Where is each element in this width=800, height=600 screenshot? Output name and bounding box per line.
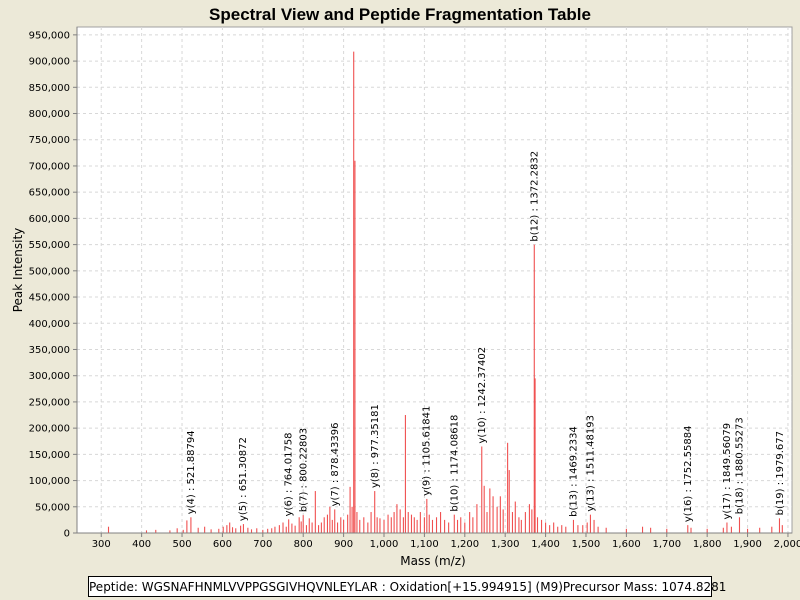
x-tick-label: 700 <box>253 539 272 550</box>
chart-title: Spectral View and Peptide Fragmentation … <box>209 5 591 24</box>
peak-annotation-label: b(18) : 1880.55273 <box>735 417 746 514</box>
plot-area <box>76 26 793 534</box>
y-tick-label: 550,000 <box>29 240 70 251</box>
peak-annotation-label: b(19) : 1979.677 <box>775 431 786 515</box>
x-tick-label: 1,700 <box>652 539 681 550</box>
peak-annotation-label: y(6) : 764.01758 <box>284 432 295 516</box>
x-tick-label: 1,600 <box>612 539 641 550</box>
x-axis-label: Mass (m/z) <box>400 554 465 568</box>
peak-annotation-label: b(10) : 1174.08618 <box>449 415 460 512</box>
x-tick-label: 600 <box>213 539 232 550</box>
grid <box>77 27 792 534</box>
y-tick-label: 50,000 <box>35 502 70 513</box>
x-tick-label: 2,000 <box>774 539 800 550</box>
y-tick-label: 850,000 <box>29 83 70 94</box>
peptide-info-box: Peptide: WGSNAFHNMLVVPPGSGIVHQVNLEYLAR :… <box>88 576 726 597</box>
x-tick-label: 1,900 <box>733 539 762 550</box>
peak-annotation-label: y(8) : 977.35181 <box>370 404 381 488</box>
peak-annotation-label: b(13) : 1469.2334 <box>569 426 580 517</box>
peak-annotation-label: y(16) : 1752.55884 <box>683 426 694 523</box>
peak-annotation-label: y(9) : 1105.61841 <box>422 406 433 496</box>
x-tick-label: 1,500 <box>572 539 601 550</box>
peptide-sequence-text: Peptide: WGSNAFHNMLVVPPGSGIVHQVNLEYLAR :… <box>89 579 563 594</box>
peak-annotation-label: y(13) : 1511.48193 <box>586 415 597 512</box>
y-tick-label: 400,000 <box>29 319 70 330</box>
x-tick-label: 500 <box>172 539 191 550</box>
x-tick-label: 300 <box>92 539 111 550</box>
y-tick-label: 350,000 <box>29 345 70 356</box>
peak-annotation-label: y(17) : 1849.56079 <box>722 423 733 520</box>
y-tick-label: 200,000 <box>29 424 70 435</box>
peak-annotation-label: b(12) : 1372.2832 <box>529 151 540 242</box>
x-tick-label: 1,800 <box>693 539 722 550</box>
x-tick-label: 1,000 <box>370 539 399 550</box>
y-tick-label: 0 <box>64 529 70 540</box>
x-tick-label: 800 <box>294 539 313 550</box>
y-tick-label: 700,000 <box>29 161 70 172</box>
y-tick-label: 650,000 <box>29 188 70 199</box>
y-tick-label: 450,000 <box>29 293 70 304</box>
peak-annotation-label: y(5) : 651.30872 <box>238 437 249 521</box>
x-tick-label: 900 <box>334 539 353 550</box>
y-axis-ticks: 0 50,000 100,000 150,000 200,000 250,000 300,0… <box>29 30 77 540</box>
peak-annotation-label: b(7) : 800.22803 <box>298 428 309 512</box>
x-tick-label: 1,200 <box>450 539 479 550</box>
peak-annotation-label: y(7) : 878.43396 <box>330 423 341 507</box>
y-tick-label: 800,000 <box>29 109 70 120</box>
precursor-mass-text: Precursor Mass: 1074.8281 <box>562 579 727 594</box>
peak-annotation-label: y(10) : 1242.37402 <box>477 347 488 444</box>
peak-annotations: y(4) : 521.88794 y(5) : 651.30872 y(6) : 7… <box>186 151 786 522</box>
x-tick-label: 400 <box>132 539 151 550</box>
y-tick-label: 100,000 <box>29 476 70 487</box>
x-tick-label: 1,300 <box>491 539 520 550</box>
y-tick-label: 600,000 <box>29 214 70 225</box>
peak-series <box>107 51 783 533</box>
peak-annotation-label: y(4) : 521.88794 <box>186 430 197 514</box>
y-axis-label: Peak Intensity <box>11 228 25 313</box>
x-axis-ticks: 300 400 500 600 700 800 900 1,000 1,100 1,200 1,30… <box>92 533 800 550</box>
x-tick-label: 1,400 <box>531 539 560 550</box>
y-tick-label: 900,000 <box>29 57 70 68</box>
y-tick-label: 500,000 <box>29 266 70 277</box>
y-tick-label: 300,000 <box>29 371 70 382</box>
y-tick-label: 750,000 <box>29 135 70 146</box>
y-tick-label: 250,000 <box>29 397 70 408</box>
x-tick-label: 1,100 <box>410 539 439 550</box>
y-tick-label: 950,000 <box>29 30 70 41</box>
y-tick-label: 150,000 <box>29 450 70 461</box>
